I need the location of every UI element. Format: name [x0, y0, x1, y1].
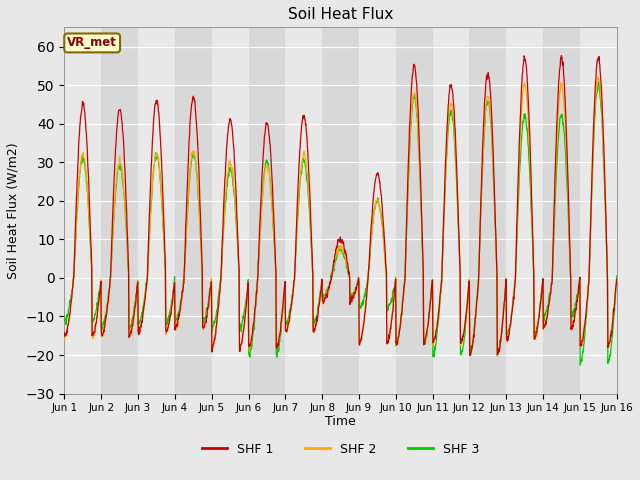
Bar: [138, 27, 175, 394]
Bar: [322, 27, 359, 394]
Title: Soil Heat Flux: Soil Heat Flux: [288, 7, 393, 22]
Bar: [285, 27, 322, 394]
Bar: [580, 27, 617, 394]
Y-axis label: Soil Heat Flux (W/m2): Soil Heat Flux (W/m2): [7, 142, 20, 279]
Bar: [248, 27, 285, 394]
Bar: [212, 27, 248, 394]
Bar: [396, 27, 433, 394]
Bar: [469, 27, 506, 394]
Bar: [617, 27, 640, 394]
Text: VR_met: VR_met: [67, 36, 117, 49]
Bar: [101, 27, 138, 394]
Legend: SHF 1, SHF 2, SHF 3: SHF 1, SHF 2, SHF 3: [197, 438, 484, 461]
X-axis label: Time: Time: [325, 415, 356, 428]
Bar: [65, 27, 101, 394]
Bar: [175, 27, 212, 394]
Bar: [359, 27, 396, 394]
Bar: [543, 27, 580, 394]
Bar: [433, 27, 469, 394]
Bar: [506, 27, 543, 394]
